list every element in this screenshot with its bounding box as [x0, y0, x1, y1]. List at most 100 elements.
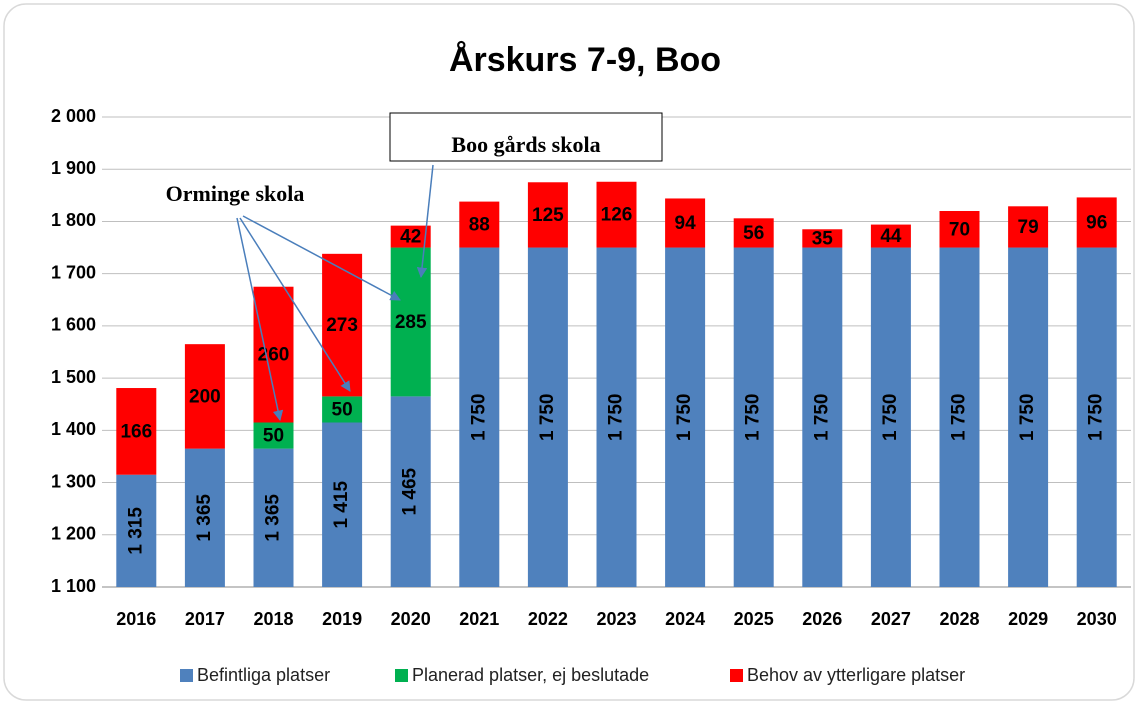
- bar-segment: [116, 474, 157, 587]
- data-label: 94: [675, 213, 697, 234]
- y-tick-label: 1 200: [51, 524, 96, 544]
- bar-segment: [1008, 247, 1049, 588]
- bar-segment: [459, 247, 500, 588]
- y-tick-label: 1 300: [51, 471, 96, 491]
- x-tick-label: 2030: [1077, 609, 1117, 629]
- data-label: 1 750: [468, 394, 489, 442]
- data-label: 285: [395, 312, 427, 333]
- bar-segment: [116, 388, 157, 475]
- bar-segment: [1076, 247, 1117, 588]
- y-tick-label: 1 900: [51, 158, 96, 178]
- legend-swatch: [730, 669, 743, 682]
- x-tick-label: 2023: [596, 609, 636, 629]
- x-tick-label: 2020: [391, 609, 431, 629]
- data-label: 125: [532, 205, 564, 226]
- bar-segment: [184, 344, 225, 449]
- y-tick-label: 1 400: [51, 419, 96, 439]
- x-tick-label: 2026: [802, 609, 842, 629]
- legend-label: Planerad platser, ej beslutade: [412, 665, 649, 685]
- bar-segment: [253, 448, 294, 587]
- y-tick-label: 1 500: [51, 367, 96, 387]
- data-label: 1 750: [880, 394, 901, 442]
- bar-segment: [665, 247, 706, 588]
- data-label: 1 365: [194, 494, 215, 542]
- x-tick-label: 2024: [665, 609, 705, 629]
- data-label: 1 365: [263, 494, 284, 542]
- bar-segment: [253, 286, 294, 423]
- bar-segment: [322, 253, 363, 397]
- data-label: 35: [812, 228, 834, 249]
- bar-segment: [733, 247, 774, 588]
- data-label: 166: [120, 421, 152, 442]
- bar-segment: [939, 211, 980, 248]
- annotation-arrows: [236, 164, 434, 422]
- bar-segment: [939, 247, 980, 588]
- bar-segment: [527, 182, 568, 248]
- annotation-box: [389, 112, 663, 162]
- bar-segment: [390, 225, 431, 248]
- data-label: 126: [601, 205, 633, 226]
- x-tick-label: 2029: [1008, 609, 1048, 629]
- data-label: 1 750: [743, 394, 764, 442]
- x-tick-label: 2022: [528, 609, 568, 629]
- bar-segment: [322, 396, 363, 423]
- data-label: 200: [189, 386, 221, 407]
- x-tick-label: 2017: [185, 609, 225, 629]
- y-tick-label: 1 700: [51, 262, 96, 282]
- bar-segment: [870, 247, 911, 588]
- chart-title: Årskurs 7-9, Boo: [449, 41, 721, 79]
- data-label: 1 750: [1086, 394, 1107, 442]
- bar-segment: [596, 247, 637, 588]
- data-label: 260: [258, 345, 290, 366]
- data-label: 1 315: [125, 507, 146, 555]
- data-label: 1 750: [949, 394, 970, 442]
- legend-swatch: [180, 669, 193, 682]
- x-tick-label: 2027: [871, 609, 911, 629]
- bar-segment: [665, 198, 706, 248]
- y-tick-label: 1 800: [51, 210, 96, 230]
- bar-segment: [596, 181, 637, 248]
- annotation: Orminge skola: [166, 181, 305, 206]
- bar-segment: [1008, 206, 1049, 248]
- bar-segment: [802, 229, 843, 248]
- bar-segment: [184, 448, 225, 587]
- data-label: 1 465: [400, 467, 421, 515]
- bar-segment: [253, 422, 294, 449]
- bar-segment: [733, 218, 774, 248]
- data-label: 1 750: [606, 394, 627, 442]
- bar-segment: [1076, 197, 1117, 248]
- data-label: 1 750: [1017, 394, 1038, 442]
- data-label: 44: [880, 226, 902, 247]
- legend-label: Behov av ytterligare platser: [747, 665, 965, 685]
- data-label: 79: [1018, 217, 1039, 238]
- x-tick-label: 2016: [116, 609, 156, 629]
- x-tick-label: 2018: [253, 609, 293, 629]
- x-tick-label: 2028: [939, 609, 979, 629]
- bar-segment: [870, 224, 911, 248]
- bar-segment: [390, 396, 431, 587]
- data-label: 1 750: [537, 394, 558, 442]
- data-label: 1 415: [331, 481, 352, 529]
- y-tick-label: 1 100: [51, 576, 96, 596]
- x-tick-label: 2019: [322, 609, 362, 629]
- data-label: 50: [332, 399, 353, 420]
- data-label: 42: [400, 227, 421, 248]
- data-label: 88: [469, 215, 490, 236]
- legend-swatch: [395, 669, 408, 682]
- data-label: 1 750: [674, 394, 695, 442]
- x-tick-label: 2025: [734, 609, 774, 629]
- bar-segment: [322, 422, 363, 587]
- bar-segment: [459, 201, 500, 248]
- data-label: 70: [949, 219, 970, 240]
- bar-segment: [802, 247, 843, 588]
- bar-segment: [527, 247, 568, 588]
- data-label: 273: [326, 315, 358, 336]
- data-label: 96: [1086, 213, 1107, 234]
- y-tick-label: 2 000: [51, 106, 96, 126]
- legend-label: Befintliga platser: [197, 665, 330, 685]
- data-label: 50: [263, 426, 284, 447]
- x-tick-label: 2021: [459, 609, 499, 629]
- data-label: 1 750: [811, 394, 832, 442]
- data-label: 56: [743, 223, 764, 244]
